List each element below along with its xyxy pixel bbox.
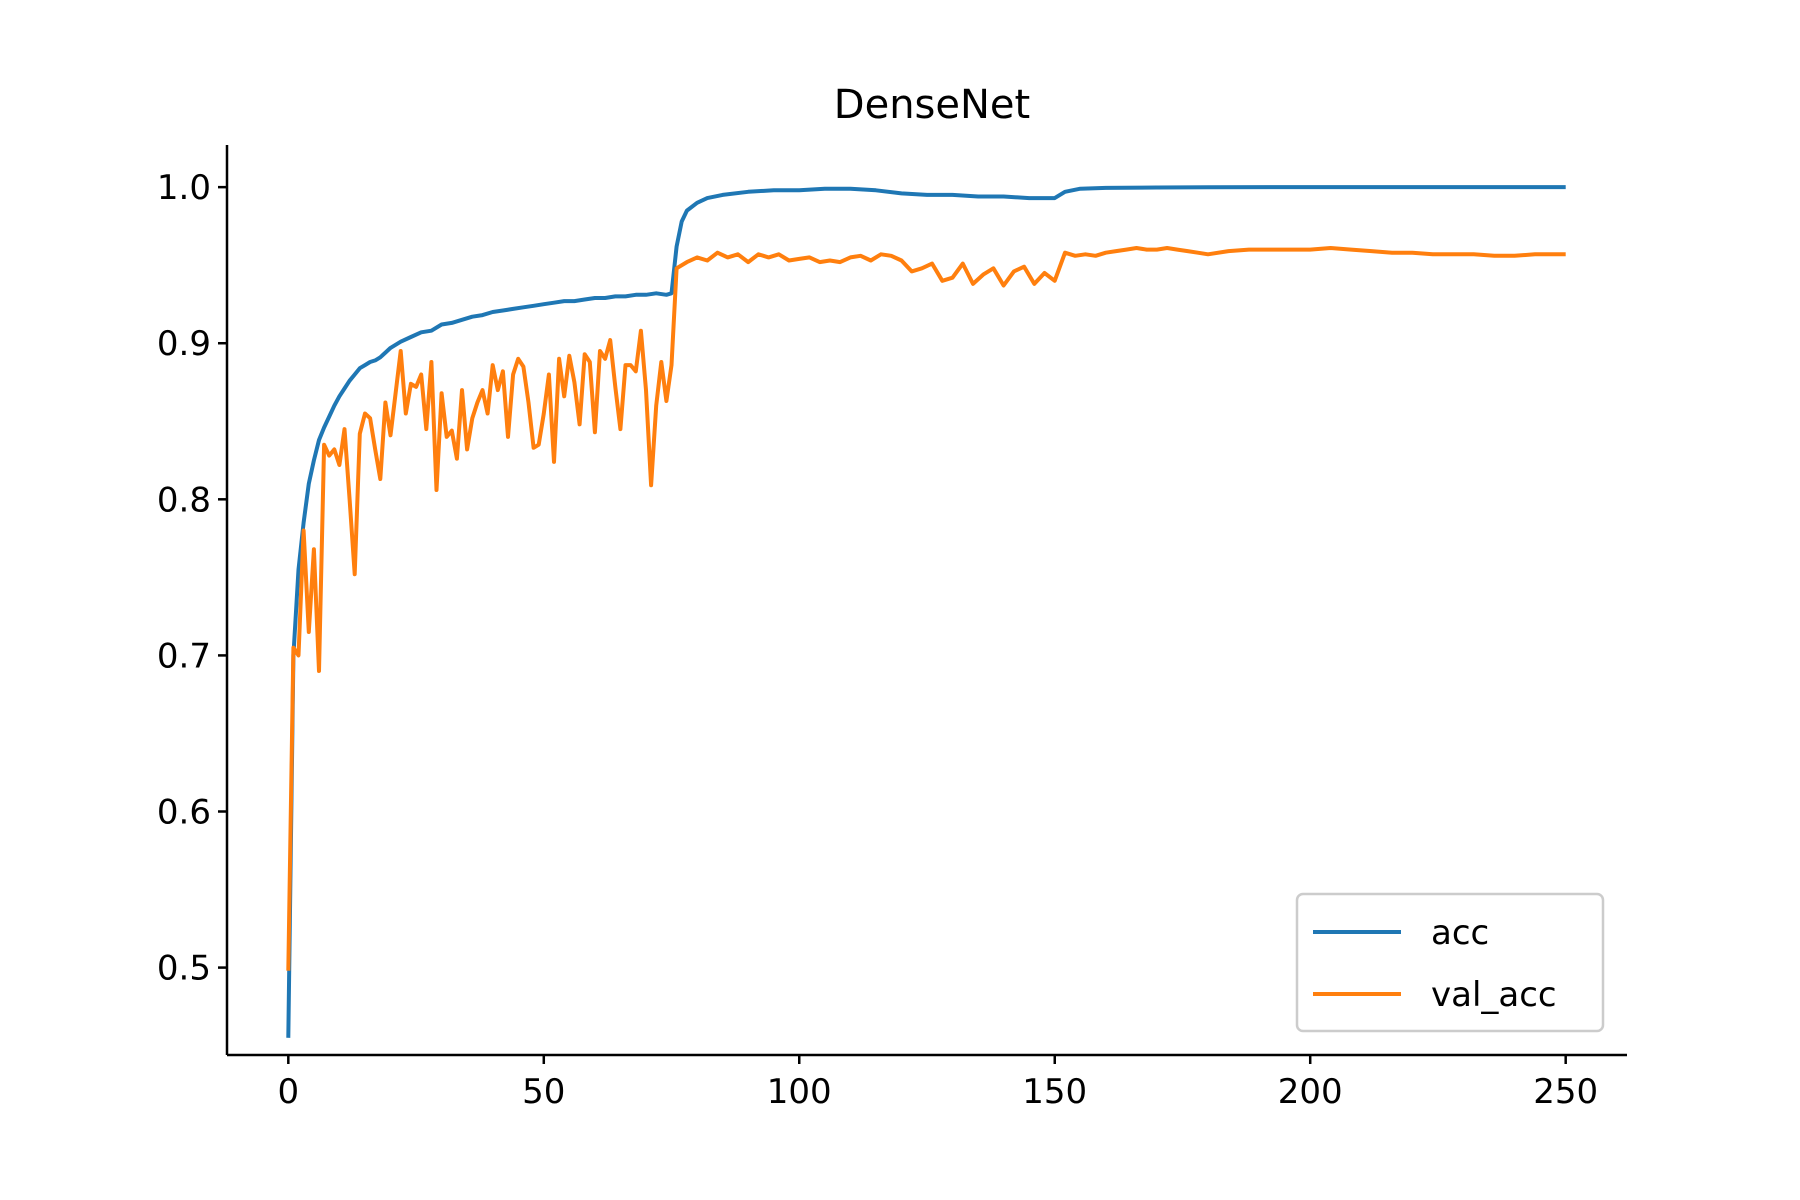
chart-title: DenseNet — [834, 82, 1030, 128]
legend-frame — [1295, 892, 1605, 1033]
x-tick-label: 200 — [1278, 1072, 1343, 1112]
y-tick-label: 0.8 — [157, 480, 211, 520]
y-axis-ticks: 0.5 0.6 0.7 0.8 0.9 1.0 — [157, 168, 227, 989]
x-tick-label: 150 — [1022, 1072, 1087, 1112]
x-tick-label: 100 — [767, 1072, 832, 1112]
legend-label-val-acc: val_acc — [1431, 975, 1557, 1015]
y-tick-label: 0.5 — [157, 949, 211, 989]
x-tick-label: 0 — [277, 1072, 299, 1112]
y-tick-label: 0.6 — [157, 793, 211, 833]
series-line-val-acc — [286, 246, 1566, 971]
y-tick-label: 0.9 — [157, 324, 211, 364]
legend: acc val_acc — [1295, 892, 1605, 1033]
legend-label-acc: acc — [1431, 913, 1489, 953]
series-line-acc — [286, 185, 1566, 1038]
plot-area — [286, 185, 1566, 1038]
y-tick-label: 0.7 — [157, 636, 211, 676]
x-axis-ticks: 0 50 100 150 200 250 — [277, 1055, 1598, 1112]
x-tick-label: 50 — [522, 1072, 565, 1112]
y-tick-label: 1.0 — [157, 168, 211, 208]
x-tick-label: 250 — [1533, 1072, 1598, 1112]
